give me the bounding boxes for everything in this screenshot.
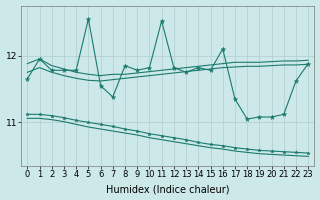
X-axis label: Humidex (Indice chaleur): Humidex (Indice chaleur) [106, 184, 229, 194]
